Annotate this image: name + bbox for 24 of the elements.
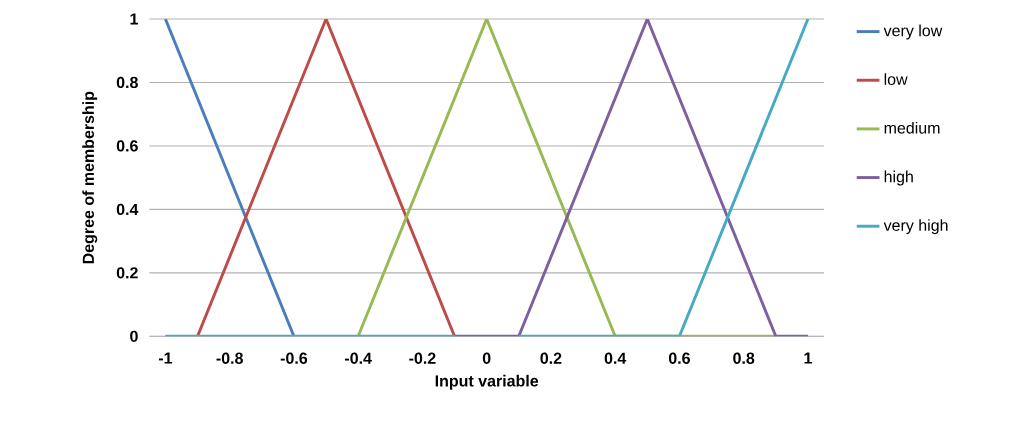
- y-axis-title: Degree of membership: [82, 91, 98, 264]
- x-tick-label: -0.2: [409, 352, 436, 364]
- y-tick-label: 0.4: [116, 203, 139, 216]
- y-tick-label: 0.6: [116, 140, 138, 152]
- x-tick-label: 0.6: [668, 352, 690, 364]
- x-tick-label: -0.8: [216, 352, 243, 364]
- y-tick-label: 0.8: [116, 76, 138, 89]
- legend-label: medium: [884, 121, 940, 134]
- y-tick-label: 0.2: [116, 267, 138, 279]
- legend-label: very high: [883, 219, 948, 235]
- x-tick-label: 0.4: [604, 352, 627, 364]
- x-tick-label: 0: [482, 352, 491, 364]
- x-tick-label: 1: [804, 352, 812, 364]
- y-tick-label: 0: [130, 330, 138, 342]
- x-tick-label: -0.6: [280, 352, 308, 364]
- x-tick-label: 0.2: [540, 352, 562, 364]
- x-tick-label: -1: [158, 352, 173, 364]
- x-tick-label: 0.8: [733, 352, 755, 364]
- legend-label: high: [884, 170, 913, 186]
- y-tick-label: 1: [130, 13, 138, 25]
- legend-label: low: [884, 73, 908, 85]
- legend-label: very low: [883, 24, 943, 40]
- x-tick-label: -0.4: [345, 352, 372, 364]
- x-axis-title: Input variable: [435, 374, 539, 390]
